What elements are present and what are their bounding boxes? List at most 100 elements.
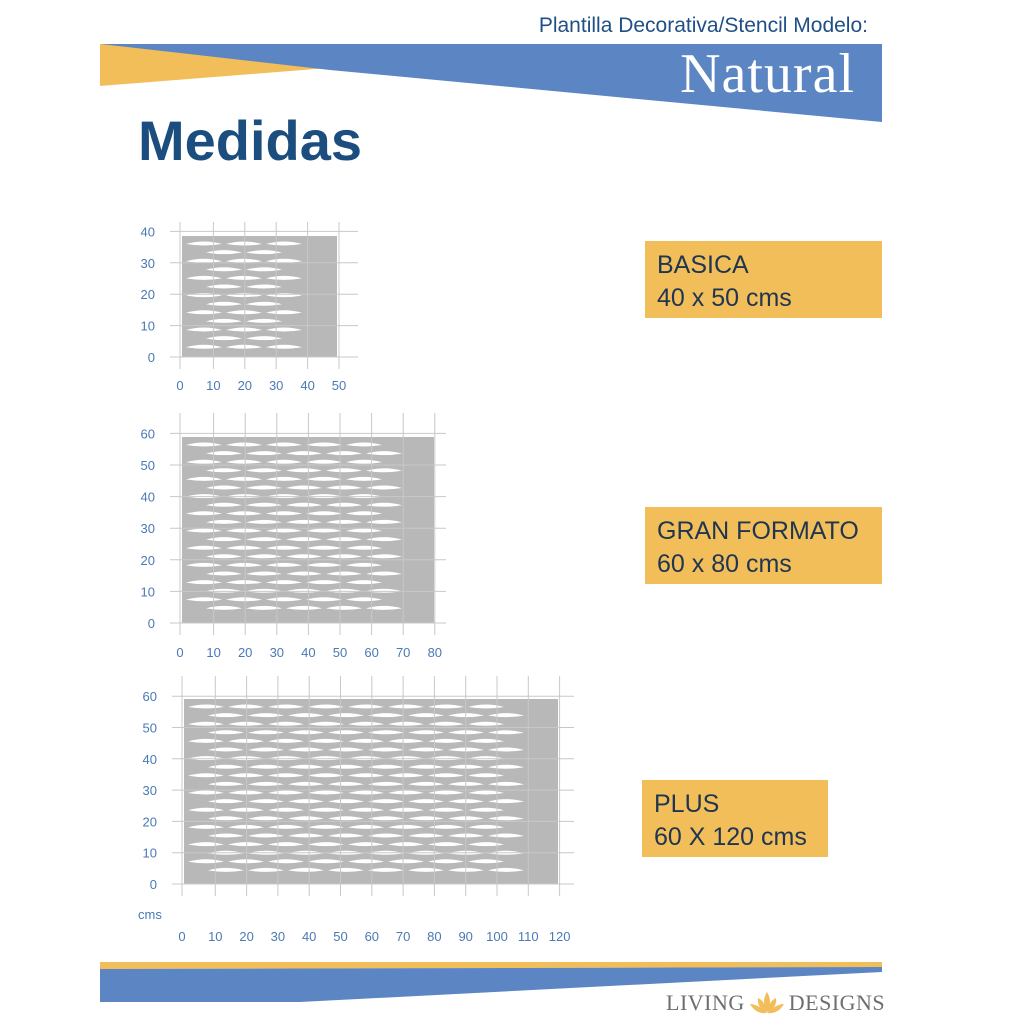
stencil-cutout bbox=[248, 764, 284, 769]
stencil-cutout bbox=[286, 451, 322, 456]
size-name: GRAN FORMATO bbox=[657, 517, 859, 545]
stencil-cutout bbox=[388, 790, 424, 795]
x-tick-label: 20 bbox=[238, 645, 252, 660]
stencil-cutout bbox=[246, 502, 282, 507]
stencil-cutout bbox=[366, 468, 402, 473]
stencil-cutout bbox=[348, 824, 384, 829]
stencil-cutout bbox=[228, 721, 264, 726]
stencil-cutout bbox=[328, 799, 364, 804]
stencil-cutout bbox=[226, 511, 262, 516]
stencil-cutout bbox=[408, 730, 444, 735]
stencil-cutout bbox=[208, 764, 244, 769]
stencil-cutout bbox=[228, 859, 264, 864]
stencil-cutout bbox=[228, 807, 264, 812]
stencil-cutout bbox=[246, 605, 282, 610]
stencil-cutout bbox=[208, 799, 244, 804]
stencil-cutout bbox=[308, 807, 344, 812]
stencil-cutout bbox=[468, 773, 504, 778]
stencil-cutout bbox=[246, 250, 282, 255]
stencil-cutout bbox=[326, 451, 362, 456]
stencil-cutout bbox=[388, 824, 424, 829]
stencil-cutout bbox=[428, 824, 464, 829]
footer-gold-stripe bbox=[100, 962, 882, 969]
stencil-cutout bbox=[286, 519, 322, 524]
stencil-cutout bbox=[286, 571, 322, 576]
stencil-cutout bbox=[268, 790, 304, 795]
stencil-drawings: 0 10 20 30 40 50 0 10 20 30 40 0 10 20 30 40 50 60 70 80 0 10… bbox=[138, 222, 574, 944]
stencil-cutout bbox=[248, 833, 284, 838]
stencil-cutout bbox=[368, 816, 404, 821]
stencil-cutout bbox=[186, 545, 222, 550]
stencil-cutout bbox=[206, 284, 242, 289]
stencil-cutout bbox=[266, 511, 302, 516]
stencil-cutout bbox=[266, 344, 302, 349]
stencil-cutout bbox=[288, 747, 324, 752]
x-tick-label: 40 bbox=[301, 645, 315, 660]
x-tick-label: 80 bbox=[427, 929, 441, 944]
size-dimensions: 60 X 120 cms bbox=[654, 823, 807, 851]
stencil-cutout bbox=[206, 250, 242, 255]
stencil-cutout bbox=[326, 468, 362, 473]
stencil-cutout bbox=[286, 485, 322, 490]
stencil-cutout bbox=[388, 721, 424, 726]
stencil-cutout bbox=[228, 738, 264, 743]
stencil-cutout bbox=[268, 842, 304, 847]
y-tick-label: 0 bbox=[148, 350, 155, 365]
stencil-cutout bbox=[308, 824, 344, 829]
y-tick-label: 60 bbox=[143, 689, 157, 704]
stencil-cutout bbox=[186, 459, 222, 464]
y-tick-label: 20 bbox=[141, 553, 155, 568]
stencil-cutout bbox=[408, 764, 444, 769]
banner-blue-stripe bbox=[100, 44, 882, 122]
stencil-cutout bbox=[226, 310, 262, 315]
stencil-cutout bbox=[306, 476, 342, 481]
stencil-cutout bbox=[288, 799, 324, 804]
stencil-cutout bbox=[246, 485, 282, 490]
stencil-cutout bbox=[226, 241, 262, 246]
stencil-cutout bbox=[326, 502, 362, 507]
brand-right: DESIGNS bbox=[788, 990, 886, 1015]
stencil-cutout bbox=[328, 816, 364, 821]
stencil-cutout bbox=[206, 301, 242, 306]
x-tick-label: 30 bbox=[270, 645, 284, 660]
stencil-cutout bbox=[408, 867, 444, 872]
stencil-cutout bbox=[408, 713, 444, 718]
stencil-cutout bbox=[388, 704, 424, 709]
stencil-cutout bbox=[246, 451, 282, 456]
stencil-cutout bbox=[388, 807, 424, 812]
stencil-cutout bbox=[206, 554, 242, 559]
x-tick-label: 20 bbox=[239, 929, 253, 944]
stencil-cutout bbox=[468, 807, 504, 812]
stencil-cutout bbox=[306, 562, 342, 567]
stencil-cutout bbox=[248, 747, 284, 752]
stencil-cutout bbox=[468, 738, 504, 743]
stencil-cutout bbox=[208, 781, 244, 786]
stencil-cutout bbox=[328, 747, 364, 752]
stencil-cutout bbox=[266, 241, 302, 246]
stencil-cutout bbox=[388, 842, 424, 847]
stencil-cutout bbox=[328, 867, 364, 872]
x-tick-label: 20 bbox=[238, 378, 252, 393]
y-tick-label: 30 bbox=[143, 783, 157, 798]
y-tick-label: 20 bbox=[143, 814, 157, 829]
stencil-cutout bbox=[388, 859, 424, 864]
x-tick-label: 30 bbox=[269, 378, 283, 393]
y-tick-label: 60 bbox=[141, 426, 155, 441]
x-tick-label: 10 bbox=[208, 929, 222, 944]
y-tick-label: 10 bbox=[141, 319, 155, 334]
stencil-cutout bbox=[346, 597, 382, 602]
stencil-cutout bbox=[428, 721, 464, 726]
y-tick-label: 10 bbox=[143, 846, 157, 861]
stencil-cutout bbox=[226, 580, 262, 585]
stencil-cutout bbox=[246, 571, 282, 576]
y-tick-label: 0 bbox=[150, 877, 157, 892]
stencil-cutout bbox=[306, 459, 342, 464]
stencil-cutout bbox=[368, 764, 404, 769]
stencil-cutout bbox=[366, 485, 402, 490]
stencil-cutout bbox=[306, 597, 342, 602]
stencil-cutout bbox=[286, 502, 322, 507]
y-tick-label: 30 bbox=[141, 256, 155, 271]
x-tick-label: 120 bbox=[549, 929, 571, 944]
stencil-cutout bbox=[308, 790, 344, 795]
stencil-cutout bbox=[226, 459, 262, 464]
